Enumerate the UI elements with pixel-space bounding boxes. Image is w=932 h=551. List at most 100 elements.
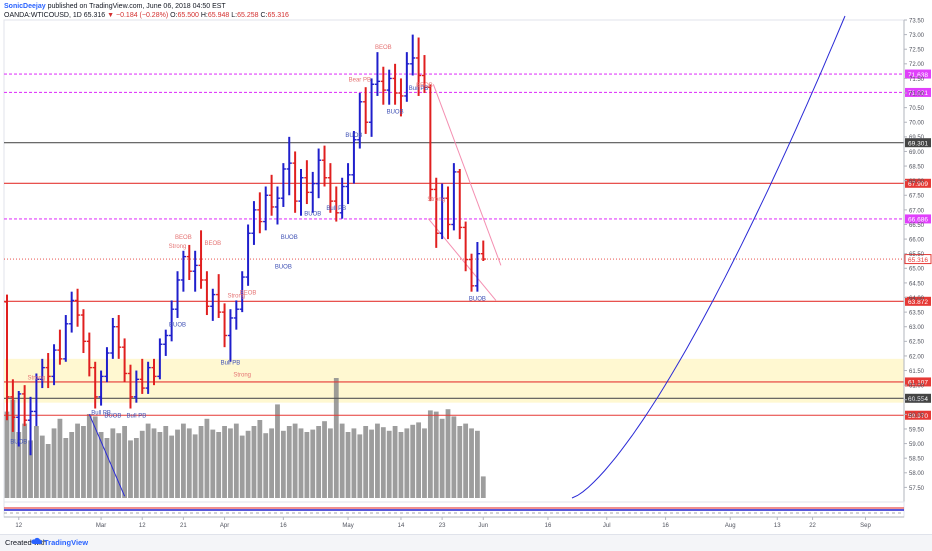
volume-bar: [304, 432, 310, 498]
volume-bar: [445, 409, 451, 498]
volume-bar: [380, 427, 386, 498]
price-axis-label: 59.50: [909, 427, 925, 433]
volume-bar: [457, 426, 463, 498]
volume-bar: [333, 378, 339, 498]
time-axis-label: 16: [662, 523, 669, 529]
price-axis-label: 70.50: [909, 106, 925, 112]
volume-bar: [139, 430, 145, 498]
volume-bar: [16, 432, 22, 498]
price-axis-label: 69.50: [909, 135, 925, 141]
time-axis-label: 12: [139, 523, 146, 529]
signal-annotation: Bull PB: [221, 361, 241, 367]
volume-bar: [169, 435, 175, 498]
volume-bar: [51, 428, 57, 498]
time-axis-label: 13: [774, 523, 781, 529]
volume-bar: [86, 414, 92, 498]
volume-bar: [410, 424, 416, 498]
volume-bar: [75, 423, 80, 498]
volume-bar: [310, 429, 316, 498]
volume-bar: [210, 429, 216, 498]
price-axis-label: 68.50: [909, 164, 925, 170]
signal-annotation: BUOB: [275, 264, 292, 270]
volume-bar: [233, 423, 239, 498]
volume-bar: [416, 422, 421, 498]
high-label: H:: [200, 12, 208, 19]
signal-annotation: Strong: [227, 294, 245, 300]
price-level-label: 60.554: [908, 396, 928, 403]
time-axis-label: Mar: [96, 523, 106, 529]
volume-bar: [63, 438, 69, 498]
price-level-tag: [905, 138, 931, 148]
signal-annotation: Bull PB: [91, 410, 111, 416]
price-axis-label: 68.00: [909, 179, 925, 185]
volume-bar: [375, 423, 380, 498]
volume-bar: [269, 428, 274, 498]
volume-bar: [433, 411, 439, 498]
volume-bar: [22, 423, 28, 498]
volume-bar: [28, 440, 33, 498]
price-axis-label: 60.50: [909, 398, 925, 404]
created-with-label: Created with: [5, 538, 48, 547]
volume-bar: [298, 428, 304, 498]
signal-annotation: Strong: [233, 372, 251, 378]
open-value: 65.500: [177, 12, 199, 19]
volume-bar: [239, 435, 245, 498]
price-level-tag: [905, 296, 931, 306]
signal-annotation: BEOB: [175, 235, 192, 241]
signal-annotation: Strong: [169, 244, 187, 250]
price-level-label: 59.970: [908, 413, 928, 420]
price-axis-label: 71.00: [909, 91, 925, 97]
price-axis-label: 57.50: [909, 486, 925, 492]
projection-curve[interactable]: [571, 15, 846, 499]
signal-annotation: Strong: [427, 197, 445, 203]
trendline-upper[interactable]: [432, 84, 502, 266]
volume-bar: [357, 434, 363, 498]
trendline-lower[interactable]: [427, 218, 497, 301]
volume-bar: [34, 426, 39, 498]
volume-bar: [292, 423, 298, 498]
time-axis-label: Aug: [725, 523, 736, 529]
volume-bar: [328, 428, 333, 498]
signal-annotation: BUOB: [387, 109, 404, 115]
tradingview-logo[interactable]: TradingView: [44, 538, 89, 547]
price-axis-label: 73.50: [909, 18, 925, 24]
price-axis-label: 66.00: [909, 237, 925, 243]
close-label: C:: [260, 12, 268, 19]
price-level-tag: [905, 87, 931, 97]
symbol-line: OANDA:WTICOUSD, 1D 65.316 ▼ −0.184 (−0.2…: [4, 11, 289, 20]
price-axis-label: 67.00: [909, 208, 925, 214]
trendline-blue[interactable]: [88, 414, 126, 497]
volume-bar: [263, 433, 269, 498]
price-axis-label: 67.50: [909, 194, 925, 200]
time-axis-label: 23: [439, 523, 446, 529]
price-axis-label: 66.50: [909, 223, 925, 229]
volume-bar: [316, 426, 322, 498]
volume-bar: [257, 420, 263, 498]
price-axis-label: 65.00: [909, 267, 925, 273]
price-level-label: 61.107: [908, 380, 928, 387]
price-level-label: 67.909: [908, 181, 928, 188]
volume-bar: [175, 429, 180, 498]
signal-annotation: BUOB: [104, 413, 121, 419]
price-axis-label: 70.00: [909, 121, 925, 127]
price-level-tag: [905, 178, 931, 188]
volume-bar: [145, 423, 151, 498]
volume-bar: [39, 435, 45, 498]
author-link[interactable]: SonicDeejay: [4, 3, 46, 10]
price-level-tag: [905, 377, 931, 387]
volume-bar: [181, 423, 186, 498]
price-level-label: 65.316: [908, 257, 928, 264]
volume-bar: [4, 411, 10, 498]
price-chart[interactable]: 71.638 71.021 69.301 67.909 66.686 65.316 63.8…: [0, 0, 932, 534]
price-level-label: 71.021: [908, 90, 928, 97]
signal-annotation: BUOB: [469, 296, 486, 302]
price-axis-label: 72.50: [909, 48, 925, 54]
signal-annotation: Bear PB: [349, 77, 371, 83]
volume-bar: [480, 476, 486, 498]
price-level-tag: [904, 254, 932, 265]
volume-bar: [157, 432, 163, 498]
time-axis-label: Jul: [603, 523, 611, 529]
signal-annotation: BUOB: [169, 323, 186, 329]
volume-bar: [369, 429, 374, 498]
footer-bar: Created with TradingView: [0, 534, 932, 551]
